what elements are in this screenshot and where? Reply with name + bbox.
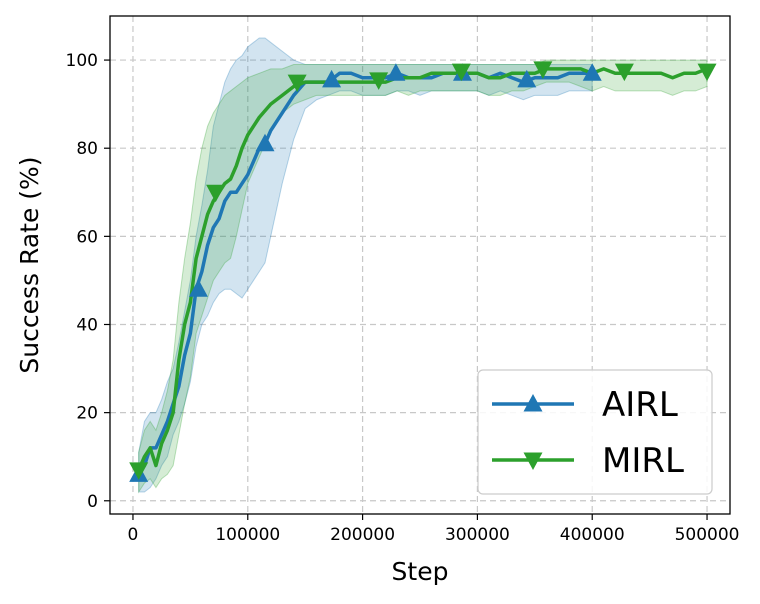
mirl-marker	[697, 63, 717, 82]
x-tick-label: 400000	[560, 525, 625, 545]
airl-marker	[517, 69, 537, 88]
mirl-marker	[614, 63, 634, 82]
legend-airl-marker	[523, 394, 543, 412]
plot-frame	[109, 15, 731, 515]
legend-mirl-label: MIRL	[602, 441, 684, 481]
y-tick-label: 80	[76, 139, 98, 159]
x-tick-label: 500000	[675, 525, 740, 545]
y-tick-label: 60	[76, 227, 98, 247]
y-tick-label: 40	[76, 315, 98, 335]
confidence-bands	[138, 37, 708, 494]
x-tick-label: 0	[128, 525, 139, 545]
mirl-marker	[129, 462, 149, 480]
x-axis-label: Step	[392, 557, 449, 586]
airl-marker	[255, 133, 275, 152]
mirl-marker	[533, 61, 553, 79]
legend-mirl-marker	[523, 452, 543, 470]
airl-marker	[322, 69, 342, 88]
mirl-marker	[451, 63, 471, 82]
airl-marker	[582, 63, 602, 81]
x-tick-label: 200000	[330, 525, 395, 545]
y-axis-ticks: 0 20 40 60 80 100	[66, 51, 110, 512]
legend-airl-label: AIRL	[602, 385, 678, 425]
mirl-marker	[369, 72, 389, 90]
y-tick-label: 20	[76, 404, 98, 424]
airl-line	[137, 71, 593, 476]
x-tick-label: 100000	[215, 525, 280, 545]
series-markers	[129, 61, 717, 482]
x-tick-label: 300000	[445, 525, 510, 545]
airl-marker	[386, 63, 406, 81]
mirl-band	[138, 59, 708, 494]
legend: AIRL MIRL	[477, 369, 713, 495]
y-tick-label: 100	[66, 51, 98, 71]
mirl-marker	[287, 74, 307, 93]
y-tick-label: 0	[87, 492, 98, 512]
mirl-marker	[206, 184, 226, 203]
airl-marker	[188, 279, 208, 297]
x-axis-ticks: 0 100000 200000 300000 400000 500000	[128, 514, 740, 545]
y-axis-label: Success Rate (%)	[15, 156, 44, 373]
airl-band	[138, 37, 593, 493]
